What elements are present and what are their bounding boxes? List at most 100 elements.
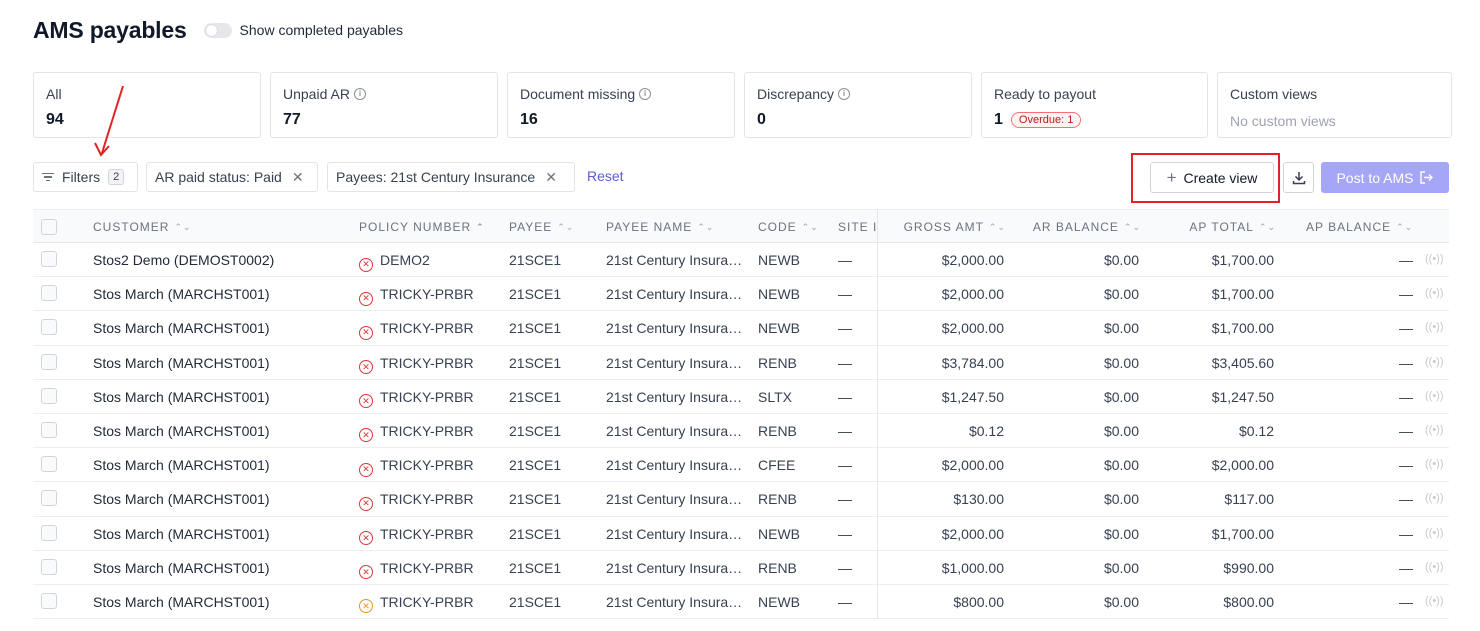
cell-ap-balance: — xyxy=(1399,491,1413,508)
cell-customer: Stos2 Demo (DEMOST0002) xyxy=(93,252,275,268)
table-row[interactable]: Stos March (MARCHST001) ✕ TRICKY-PRBR 21S… xyxy=(33,346,1449,380)
download-button[interactable] xyxy=(1283,162,1314,193)
table-row[interactable]: Stos March (MARCHST001) ✕ TRICKY-PRBR 21S… xyxy=(33,311,1449,346)
cell-site-id: — xyxy=(838,491,852,508)
column-header-ap-balance[interactable]: AP BALANCE ⌃⌄ xyxy=(1306,220,1414,234)
column-header-site-id[interactable]: SITE ID xyxy=(838,220,876,234)
broadcast-icon[interactable]: ((•)) xyxy=(1425,287,1444,300)
table-row[interactable]: Stos March (MARCHST001) ✕ TRICKY-PRBR 21S… xyxy=(33,414,1449,449)
card-value: 77 xyxy=(283,111,301,128)
column-header-payee[interactable]: PAYEE ⌃⌄ xyxy=(509,220,575,234)
cell-site-id: — xyxy=(838,422,852,439)
cell-policy-number[interactable]: ✕ TRICKY-PRBR xyxy=(359,526,504,545)
column-header-code[interactable]: CODE ⌃⌄ xyxy=(758,220,819,234)
cell-code: NEWB xyxy=(758,593,800,610)
cell-policy-number[interactable]: ✕ TRICKY-PRBR xyxy=(359,320,504,340)
annotation-highlight-box xyxy=(1131,153,1280,203)
table-row[interactable]: Stos March (MARCHST001) ✕ TRICKY-PRBR 21S… xyxy=(33,482,1449,517)
cell-payee-name: 21st Century Insurance xyxy=(606,593,746,610)
close-icon[interactable]: ✕ xyxy=(545,168,557,185)
table-row[interactable]: Stos March (MARCHST001) ✕ TRICKY-PRBR 21S… xyxy=(33,551,1449,585)
broadcast-icon[interactable]: ((•)) xyxy=(1425,526,1444,539)
filter-chip-payees[interactable]: Payees: 21st Century Insurance ✕ xyxy=(327,162,575,192)
reset-link[interactable]: Reset xyxy=(587,168,624,184)
broadcast-icon[interactable]: ((•)) xyxy=(1425,594,1444,607)
cell-ap-balance: — xyxy=(1399,252,1413,268)
cell-policy-number[interactable]: ✕ TRICKY-PRBR xyxy=(359,594,504,614)
page-title: AMS payables xyxy=(33,16,187,43)
row-checkbox[interactable] xyxy=(41,592,57,609)
card-document-missing[interactable]: Document missing i 16 xyxy=(507,72,735,138)
column-header-ar-balance[interactable]: AR BALANCE ⌃⌄ xyxy=(1032,220,1141,234)
cell-payee-name: 21st Century Insurance xyxy=(606,422,746,439)
row-checkbox[interactable] xyxy=(41,456,57,473)
cell-site-id: — xyxy=(838,354,852,371)
row-checkbox[interactable] xyxy=(41,490,57,507)
info-icon[interactable]: i xyxy=(838,88,851,100)
broadcast-icon[interactable]: ((•)) xyxy=(1425,253,1444,265)
cell-policy-number[interactable]: ✕ TRICKY-PRBR xyxy=(359,491,504,511)
cell-policy-number[interactable]: ✕ TRICKY-PRBR xyxy=(359,286,504,306)
cell-ar-balance: $0.00 xyxy=(1103,593,1139,610)
row-checkbox[interactable] xyxy=(41,319,57,336)
sort-icon: ⌃⌄ xyxy=(1258,221,1276,232)
table-row[interactable]: Stos March (MARCHST001) ✕ TRICKY-PRBR 21S… xyxy=(33,277,1449,312)
row-checkbox[interactable] xyxy=(41,353,57,370)
row-checkbox[interactable] xyxy=(41,558,57,575)
show-completed-toggle[interactable] xyxy=(203,22,232,38)
cell-ap-total: $2,000.00 xyxy=(1211,457,1274,474)
cell-customer: Stos March (MARCHST001) xyxy=(93,388,270,405)
filters-button[interactable]: Filters 2 xyxy=(33,162,138,192)
cell-policy-number[interactable]: ✕ TRICKY-PRBR xyxy=(359,560,504,580)
cell-customer: Stos March (MARCHST001) xyxy=(93,320,270,337)
create-view-button[interactable]: + Create view xyxy=(1150,162,1274,193)
table-row[interactable]: Stos March (MARCHST001) ✕ TRICKY-PRBR 21S… xyxy=(33,448,1449,483)
cell-policy-number[interactable]: ✕ DEMO2 xyxy=(359,252,504,272)
cell-customer: Stos March (MARCHST001) xyxy=(93,559,270,576)
column-header-gross-amt[interactable]: GROSS AMT ⌃⌄ xyxy=(903,220,1006,234)
card-ready-to-payout[interactable]: Ready to payout 1 Overdue: 1 xyxy=(981,72,1208,138)
cell-policy-number[interactable]: ✕ TRICKY-PRBR xyxy=(359,423,504,443)
cell-code: NEWB xyxy=(758,525,800,542)
cell-site-id: — xyxy=(838,457,852,474)
broadcast-icon[interactable]: ((•)) xyxy=(1425,492,1444,505)
broadcast-icon[interactable]: ((•)) xyxy=(1425,321,1444,334)
info-icon[interactable]: i xyxy=(639,88,652,100)
table-row[interactable]: Stos2 Demo (DEMOST0002) ✕ DEMO2 21SCE1 21… xyxy=(33,243,1449,278)
filter-chip-ar-paid[interactable]: AR paid status: Paid ✕ xyxy=(146,162,318,192)
column-header-customer[interactable]: CUSTOMER ⌃⌄ xyxy=(93,220,192,234)
card-all[interactable]: All 94 xyxy=(33,72,261,138)
column-header-policy-number[interactable]: POLICY NUMBER ⌃ xyxy=(359,220,485,234)
row-checkbox[interactable] xyxy=(41,524,57,541)
cell-payee-name: 21st Century Insurance xyxy=(606,354,746,371)
card-unpaid-ar[interactable]: Unpaid AR i 77 xyxy=(270,72,498,138)
cell-customer: Stos March (MARCHST001) xyxy=(93,457,270,474)
broadcast-icon[interactable]: ((•)) xyxy=(1425,355,1444,368)
cell-policy-number[interactable]: ✕ TRICKY-PRBR xyxy=(359,389,504,409)
column-header-payee-name[interactable]: PAYEE NAME ⌃⌄ xyxy=(606,220,715,234)
row-checkbox[interactable] xyxy=(41,285,57,302)
cell-payee: 21SCE1 xyxy=(509,388,562,405)
column-header-ap-total[interactable]: AP TOTAL ⌃⌄ xyxy=(1189,220,1276,234)
x-circle-icon: ✕ xyxy=(359,394,373,409)
card-custom-views[interactable]: Custom views No custom views xyxy=(1217,72,1452,138)
cell-payee: 21SCE1 xyxy=(509,252,562,268)
table-row[interactable]: Stos March (MARCHST001) ✕ TRICKY-PRBR 21S… xyxy=(33,585,1449,620)
broadcast-icon[interactable]: ((•)) xyxy=(1425,423,1444,436)
row-checkbox[interactable] xyxy=(41,251,57,267)
post-to-ams-button[interactable]: Post to AMS xyxy=(1321,162,1449,193)
info-icon[interactable]: i xyxy=(353,88,366,100)
row-checkbox[interactable] xyxy=(41,387,57,404)
table-row[interactable]: Stos March (MARCHST001) ✕ TRICKY-PRBR 21S… xyxy=(33,380,1449,414)
card-discrepancy[interactable]: Discrepancy i 0 xyxy=(744,72,972,138)
cell-policy-number[interactable]: ✕ TRICKY-PRBR xyxy=(359,457,504,477)
broadcast-icon[interactable]: ((•)) xyxy=(1425,560,1444,573)
row-checkbox[interactable] xyxy=(41,421,57,438)
broadcast-icon[interactable]: ((•)) xyxy=(1425,458,1444,471)
select-all-checkbox[interactable] xyxy=(41,219,57,235)
close-icon[interactable]: ✕ xyxy=(291,168,304,185)
cell-policy-number[interactable]: ✕ TRICKY-PRBR xyxy=(359,355,504,375)
broadcast-icon[interactable]: ((•)) xyxy=(1425,389,1444,402)
table-row[interactable]: Stos March (MARCHST001) ✕ TRICKY-PRBR 21S… xyxy=(33,517,1449,551)
cell-ap-total: $990.00 xyxy=(1223,559,1274,576)
